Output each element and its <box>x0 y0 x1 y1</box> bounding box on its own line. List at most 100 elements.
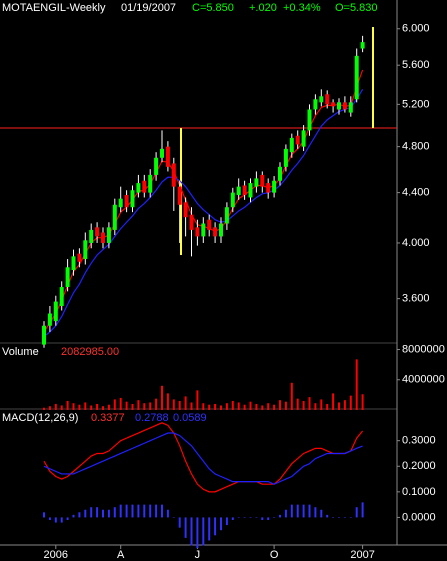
candle-body <box>313 99 318 110</box>
candle-body <box>342 102 347 110</box>
volume-value: 2082985.00 <box>61 346 119 358</box>
volume-bar <box>43 407 45 410</box>
candle-body <box>254 178 259 187</box>
candle-body <box>337 102 341 110</box>
volume-bar <box>66 400 69 410</box>
histogram-bar <box>119 504 122 518</box>
candle-body <box>289 137 294 153</box>
histogram-bar <box>361 502 364 518</box>
volume-bar <box>137 400 140 410</box>
volume-bar <box>90 405 93 410</box>
histogram-bar <box>302 504 305 518</box>
candle-body <box>283 148 288 167</box>
change: +.020 <box>249 2 277 14</box>
volume-bar <box>231 400 234 410</box>
x-tick-label: O <box>270 549 279 561</box>
candle-body <box>83 240 88 260</box>
histogram-bar <box>60 517 63 523</box>
x-tick-label: J <box>195 549 201 561</box>
histogram-bar <box>249 517 252 518</box>
histogram-bar <box>137 504 140 518</box>
histogram-bar <box>214 517 217 536</box>
histogram-bar <box>161 504 163 518</box>
candle-body <box>219 223 223 237</box>
symbol: MOTAENGIL-Weekly <box>2 2 106 14</box>
volume-bar <box>284 401 287 410</box>
volume-bar <box>102 406 104 410</box>
change-pct: +0.34% <box>283 2 321 14</box>
volume-bar <box>355 359 358 410</box>
candle-body <box>89 229 94 243</box>
histogram-bar <box>343 517 346 518</box>
histogram-bar <box>349 517 352 518</box>
histogram-bar <box>54 517 57 523</box>
histogram-bar <box>66 517 69 520</box>
candle-body <box>71 256 76 271</box>
histogram-bar <box>220 517 222 531</box>
volume-bar <box>267 403 270 410</box>
date: 01/19/2007 <box>121 2 176 14</box>
candle-body <box>177 186 182 205</box>
histogram-bar <box>84 509 87 518</box>
candle-body <box>307 109 312 131</box>
volume-bar <box>184 396 187 410</box>
y-tick-label: 5.600 <box>402 59 430 71</box>
y-tick-label: 5.200 <box>402 98 430 110</box>
volume-bar <box>208 404 211 410</box>
volume-bar <box>255 403 258 410</box>
candle-body <box>142 180 147 193</box>
histogram-bar <box>202 517 205 546</box>
candle-body <box>112 204 117 230</box>
volume-bar <box>290 382 293 410</box>
candle-body <box>118 198 123 208</box>
candle-body <box>106 227 111 243</box>
y-tick-label: 4.400 <box>402 187 430 199</box>
volume-bar <box>273 404 276 410</box>
candle-body <box>319 96 324 103</box>
candle-body <box>171 163 176 187</box>
candle-body <box>260 174 265 187</box>
histogram-bar <box>338 517 340 518</box>
macd-value: 0.3377 <box>91 412 125 424</box>
histogram-bar <box>308 504 311 518</box>
x-tick-label: 2007 <box>350 549 374 561</box>
volume-bar <box>214 403 217 410</box>
volume-bar <box>161 385 163 410</box>
histogram-bar <box>78 512 81 518</box>
x-tick-label: A <box>117 549 125 561</box>
candle-body <box>53 301 58 322</box>
line <box>43 432 363 485</box>
histogram-bar <box>225 517 228 526</box>
volume-bar <box>60 405 63 410</box>
volume-bar <box>326 403 329 410</box>
volume-bar <box>343 400 346 410</box>
histogram-bar <box>90 507 93 518</box>
y-tick-label: 4.000 <box>402 237 430 249</box>
histogram-bar <box>320 509 323 518</box>
volume-bar <box>178 400 181 410</box>
histogram-bar <box>355 507 358 518</box>
candle-body <box>207 219 212 230</box>
volume-bar <box>225 403 228 410</box>
candle-body <box>95 227 100 237</box>
open: O=5.830 <box>335 2 378 14</box>
candle-body <box>59 287 64 307</box>
candle-body <box>248 183 253 198</box>
volume-bar <box>361 394 364 410</box>
y-tick-label: 0.3000 <box>402 435 436 447</box>
candle-body <box>331 102 336 107</box>
candle-body <box>360 42 365 49</box>
candle-body <box>154 157 159 175</box>
volume-bar <box>84 402 87 410</box>
volume-bar <box>96 403 99 410</box>
histogram-bar <box>155 504 158 518</box>
histogram-bar <box>196 517 199 549</box>
candle-body <box>165 146 170 167</box>
candle-body <box>183 202 188 218</box>
histogram-bar <box>267 517 270 520</box>
candle-body <box>189 214 194 230</box>
histogram-bar <box>314 507 317 518</box>
candle-body <box>301 130 306 147</box>
